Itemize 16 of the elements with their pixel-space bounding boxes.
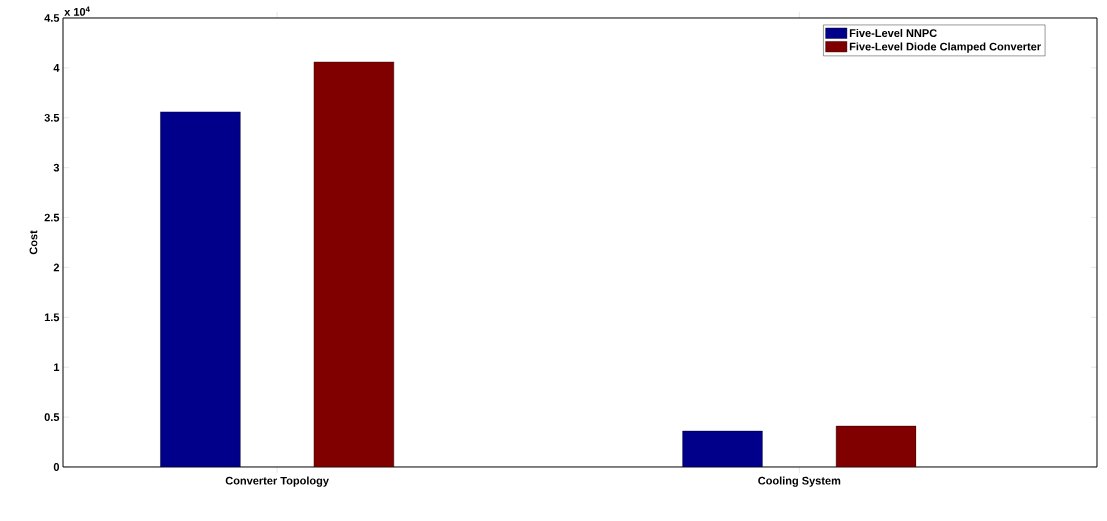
y-tick-label: 4.5 <box>44 14 60 22</box>
legend-label: Five-Level Diode Clamped Converter <box>849 42 1041 53</box>
y-tick-label: 2 <box>53 263 60 272</box>
y-tick-label: 3.5 <box>44 113 60 122</box>
y-tick-label: 0 <box>53 463 60 471</box>
y-tick-label: 4 <box>53 64 60 72</box>
legend-label: Five-Level NNPC <box>849 28 937 38</box>
y-tick-label: 3 <box>53 163 60 172</box>
y-tick-label: 1.5 <box>44 313 60 322</box>
x-tick-label: Cooling System <box>758 476 841 487</box>
y-tick-label: 0.5 <box>44 413 60 421</box>
y-tick-label: 2.5 <box>44 213 60 222</box>
y-tick-label: 1 <box>54 363 60 371</box>
x-tick-label: Converter Topology <box>225 476 329 487</box>
y-axis-title: Cost <box>29 230 38 255</box>
text: x 10$^{4}$ <box>64 6 90 16</box>
